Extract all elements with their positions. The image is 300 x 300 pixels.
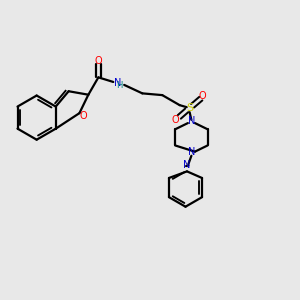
Text: N: N bbox=[114, 78, 122, 88]
Text: H: H bbox=[116, 81, 123, 90]
Text: S: S bbox=[186, 103, 193, 113]
Text: O: O bbox=[80, 110, 87, 121]
Text: O: O bbox=[94, 56, 102, 65]
Text: N: N bbox=[183, 160, 190, 170]
Text: O: O bbox=[172, 115, 180, 125]
Text: N: N bbox=[188, 147, 195, 157]
Text: N: N bbox=[188, 116, 195, 126]
Text: O: O bbox=[199, 91, 206, 101]
